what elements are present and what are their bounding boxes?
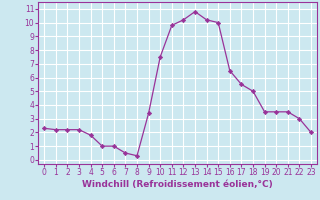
X-axis label: Windchill (Refroidissement éolien,°C): Windchill (Refroidissement éolien,°C) [82, 180, 273, 189]
